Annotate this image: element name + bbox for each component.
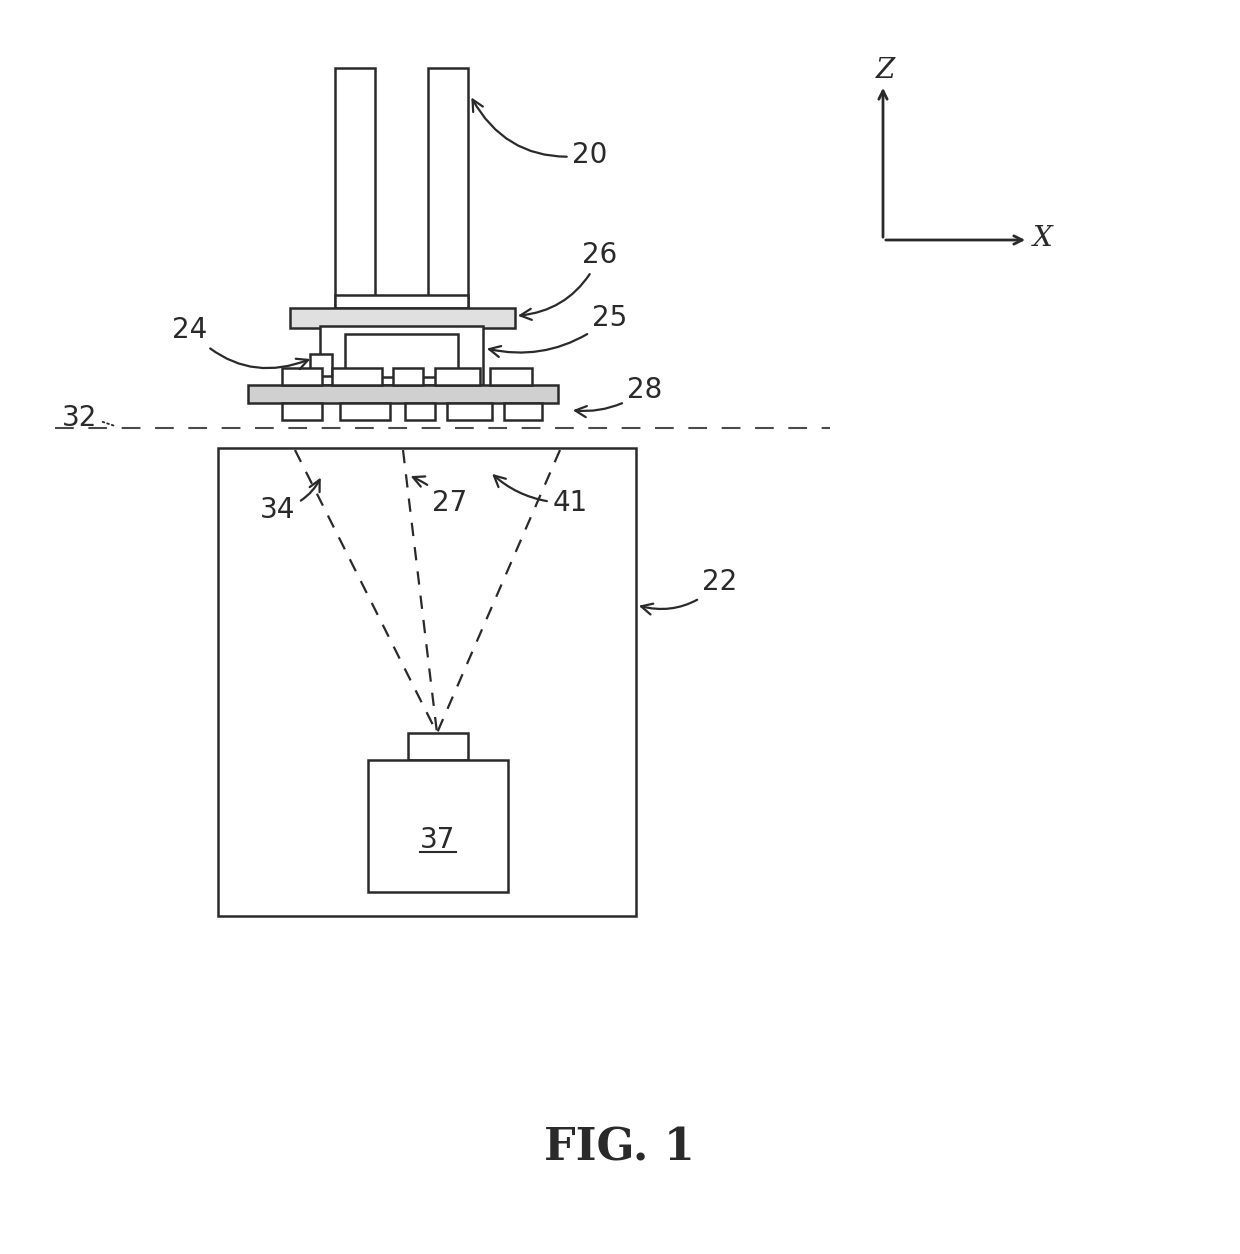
Bar [405, 403, 435, 420]
Text: 32: 32 [62, 404, 98, 431]
Text: X: X [1033, 224, 1053, 252]
Text: FIG. 1: FIG. 1 [543, 1126, 694, 1170]
Bar [281, 403, 322, 420]
Bar [490, 367, 532, 385]
Bar [368, 760, 508, 892]
Bar [393, 367, 423, 385]
Bar [281, 367, 322, 385]
Text: 24: 24 [172, 316, 308, 369]
Bar [408, 734, 467, 760]
Bar [332, 367, 382, 385]
Bar [503, 403, 542, 420]
Text: 26: 26 [521, 241, 618, 320]
Text: 25: 25 [489, 303, 627, 357]
Text: 37: 37 [420, 826, 455, 854]
Text: 22: 22 [641, 568, 738, 614]
Bar [335, 295, 467, 308]
Bar [345, 334, 458, 377]
Text: 28: 28 [575, 376, 662, 418]
Bar [320, 326, 484, 385]
Bar [335, 68, 374, 308]
Bar [248, 385, 558, 403]
Text: Z: Z [875, 56, 894, 84]
Bar [446, 403, 492, 420]
Bar [340, 403, 391, 420]
Bar [428, 68, 467, 308]
Text: 41: 41 [494, 475, 588, 517]
Bar [435, 367, 480, 385]
Bar [310, 354, 332, 376]
Bar [290, 308, 515, 329]
Text: 27: 27 [413, 477, 467, 517]
Text: 34: 34 [260, 480, 320, 524]
Bar [218, 448, 636, 915]
Text: 20: 20 [472, 99, 608, 169]
